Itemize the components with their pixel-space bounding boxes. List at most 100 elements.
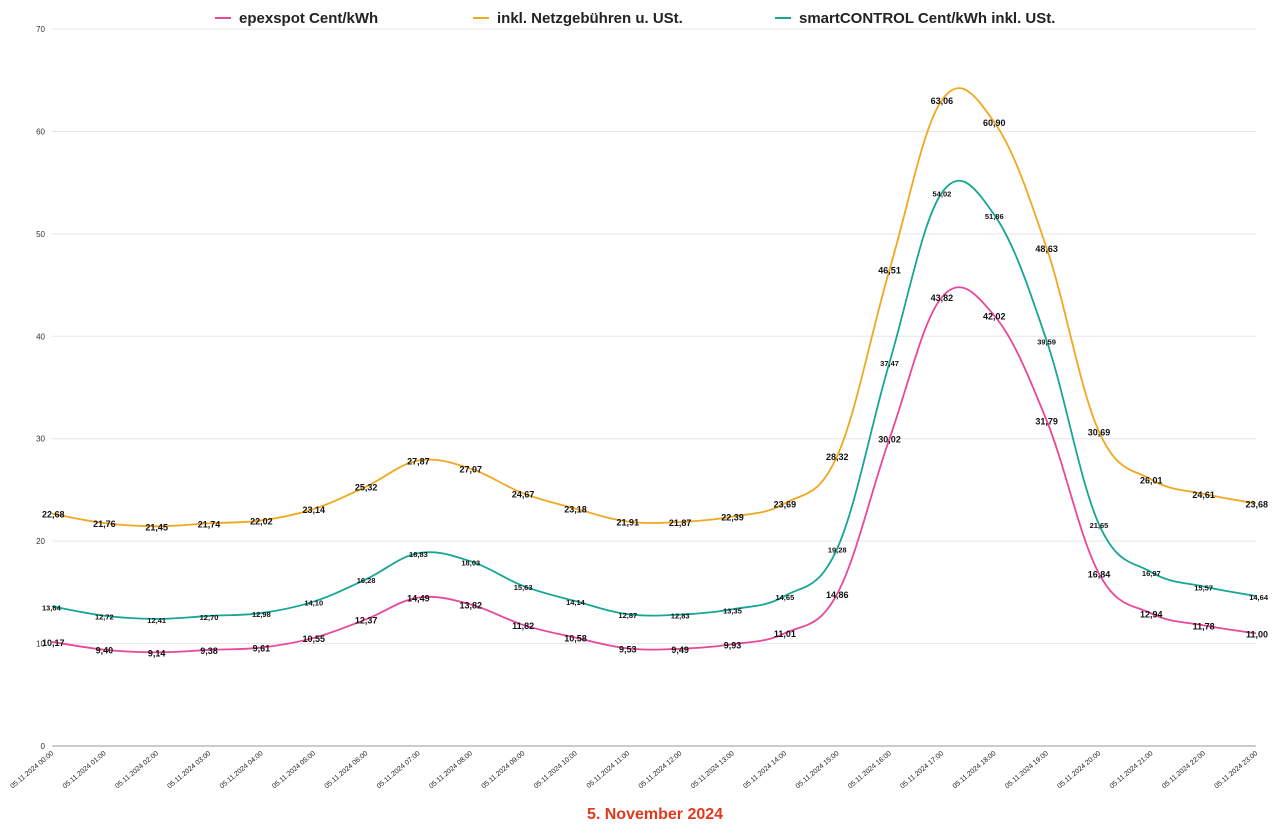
legend-label-smartcontrol: smartCONTROL Cent/kWh inkl. USt. bbox=[799, 10, 1055, 27]
data-label: 11,00 bbox=[1246, 629, 1268, 639]
data-label: 16,97 bbox=[1142, 569, 1161, 578]
data-label: 21,65 bbox=[1090, 521, 1109, 530]
x-tick-label: 05.11.2024 05:00 bbox=[271, 750, 317, 790]
x-tick-label: 05.11.2024 10:00 bbox=[533, 750, 579, 790]
data-label: 37,47 bbox=[880, 359, 899, 368]
data-label: 9,14 bbox=[148, 648, 166, 658]
data-label: 30,69 bbox=[1088, 428, 1111, 438]
data-label: 12,70 bbox=[200, 613, 219, 622]
data-label: 21,76 bbox=[93, 519, 116, 529]
y-tick-label: 20 bbox=[36, 537, 45, 546]
x-tick-label: 05.11.2024 04:00 bbox=[219, 750, 265, 790]
x-tick-label: 05.11.2024 03:00 bbox=[166, 750, 212, 790]
data-label: 28,32 bbox=[826, 452, 849, 462]
data-label: 24,67 bbox=[512, 489, 535, 499]
data-label: 51,86 bbox=[985, 212, 1004, 221]
data-label: 14,10 bbox=[304, 599, 323, 608]
legend-label-netzgebuehren: inkl. Netzgebühren u. USt. bbox=[497, 10, 683, 27]
x-tick-label: 05.11.2024 02:00 bbox=[114, 750, 160, 790]
data-label: 21,45 bbox=[145, 522, 168, 532]
grid-lines bbox=[52, 28, 1256, 747]
data-label: 9,40 bbox=[96, 646, 114, 656]
data-label: 31,79 bbox=[1035, 416, 1058, 426]
data-label: 60,90 bbox=[983, 118, 1006, 128]
data-label: 11,01 bbox=[774, 629, 796, 639]
x-tick-label: 05.11.2024 18:00 bbox=[952, 750, 998, 790]
y-tick-label: 60 bbox=[36, 127, 45, 136]
x-tick-label: 05.11.2024 19:00 bbox=[1004, 750, 1050, 790]
data-label: 13,82 bbox=[460, 600, 483, 610]
data-label: 14,86 bbox=[826, 590, 849, 600]
data-label: 9,38 bbox=[200, 646, 218, 656]
data-label: 22,02 bbox=[250, 516, 273, 526]
data-label: 9,93 bbox=[724, 640, 742, 650]
series-lines bbox=[51, 87, 1257, 654]
x-tick-label: 05.11.2024 01:00 bbox=[62, 750, 108, 790]
data-label: 63,06 bbox=[931, 96, 954, 106]
data-label: 48,63 bbox=[1035, 244, 1058, 254]
data-label: 12,94 bbox=[1140, 609, 1163, 619]
data-label: 23,68 bbox=[1245, 499, 1268, 509]
data-label: 16,84 bbox=[1088, 570, 1111, 580]
data-labels: 10,17 9,40 9,14 9,38 9,61 10,55 12,37 14,49 13,8… bbox=[42, 96, 1269, 658]
data-label: 54,02 bbox=[933, 190, 952, 199]
y-tick-label: 10 bbox=[36, 640, 45, 649]
x-tick-label: 05.11.2024 00:00 bbox=[9, 750, 55, 790]
legend: epexspot Cent/kWh inkl. Netzgebühren u. U… bbox=[215, 10, 1055, 27]
data-label: 19,28 bbox=[828, 546, 847, 555]
data-label: 14,14 bbox=[566, 598, 586, 607]
data-label: 21,87 bbox=[669, 518, 692, 528]
data-label: 12,87 bbox=[618, 611, 637, 620]
x-tick-label: 05.11.2024 21:00 bbox=[1109, 750, 1155, 790]
x-axis-ticks: 05.11.2024 00:00 05.11.2024 01:00 05.11.20… bbox=[9, 750, 1259, 790]
data-label: 22,39 bbox=[721, 513, 744, 523]
x-tick-label: 05.11.2024 20:00 bbox=[1056, 750, 1102, 790]
data-label: 24,61 bbox=[1192, 490, 1215, 500]
x-tick-label: 05.11.2024 14:00 bbox=[742, 750, 788, 790]
y-tick-label: 40 bbox=[36, 332, 45, 341]
x-axis-title: 5. November 2024 bbox=[587, 806, 723, 823]
x-tick-label: 05.11.2024 12:00 bbox=[638, 750, 684, 790]
data-label: 18,03 bbox=[461, 558, 480, 567]
data-label: 16,28 bbox=[357, 576, 376, 585]
x-tick-label: 05.11.2024 22:00 bbox=[1161, 750, 1207, 790]
y-axis-ticks: 0 10 20 30 40 50 60 70 bbox=[36, 25, 45, 751]
series-line-epexspot bbox=[51, 286, 1257, 654]
data-label: 23,18 bbox=[564, 505, 587, 515]
data-label: 11,78 bbox=[1193, 621, 1215, 631]
data-label: 9,61 bbox=[253, 644, 271, 654]
data-label: 25,32 bbox=[355, 483, 378, 493]
data-label: 9,49 bbox=[671, 645, 689, 655]
data-label: 9,53 bbox=[619, 644, 637, 654]
legend-label-epexspot: epexspot Cent/kWh bbox=[239, 10, 378, 27]
data-label: 11,82 bbox=[512, 621, 534, 631]
y-tick-label: 0 bbox=[41, 742, 46, 751]
data-label: 26,01 bbox=[1140, 476, 1163, 486]
data-label: 12,98 bbox=[252, 610, 271, 619]
series-line-smartcontrol bbox=[51, 179, 1257, 620]
x-tick-label: 05.11.2024 11:00 bbox=[586, 750, 632, 790]
data-label: 12,83 bbox=[671, 612, 690, 621]
data-label: 10,17 bbox=[42, 638, 65, 648]
data-label: 15,57 bbox=[1194, 584, 1213, 593]
data-label: 23,69 bbox=[774, 499, 797, 509]
data-label: 14,49 bbox=[407, 594, 430, 604]
series-line-netzgebuehren bbox=[51, 87, 1257, 528]
data-label: 10,55 bbox=[302, 634, 325, 644]
x-tick-label: 05.11.2024 17:00 bbox=[899, 750, 945, 790]
data-label: 13,35 bbox=[723, 606, 742, 615]
data-label: 15,63 bbox=[514, 583, 533, 592]
data-label: 12,37 bbox=[355, 615, 378, 625]
data-label: 18,83 bbox=[409, 550, 428, 559]
data-label: 43,82 bbox=[931, 293, 954, 303]
x-tick-label: 05.11.2024 13:00 bbox=[690, 750, 736, 790]
y-tick-label: 50 bbox=[36, 230, 45, 239]
x-tick-label: 05.11.2024 08:00 bbox=[428, 750, 474, 790]
x-tick-label: 05.11.2024 23:00 bbox=[1213, 750, 1259, 790]
data-label: 27,87 bbox=[407, 457, 430, 467]
x-tick-label: 05.11.2024 09:00 bbox=[481, 750, 527, 790]
data-label: 12,72 bbox=[95, 613, 114, 622]
y-tick-label: 70 bbox=[36, 25, 45, 34]
data-label: 10,58 bbox=[564, 634, 587, 644]
